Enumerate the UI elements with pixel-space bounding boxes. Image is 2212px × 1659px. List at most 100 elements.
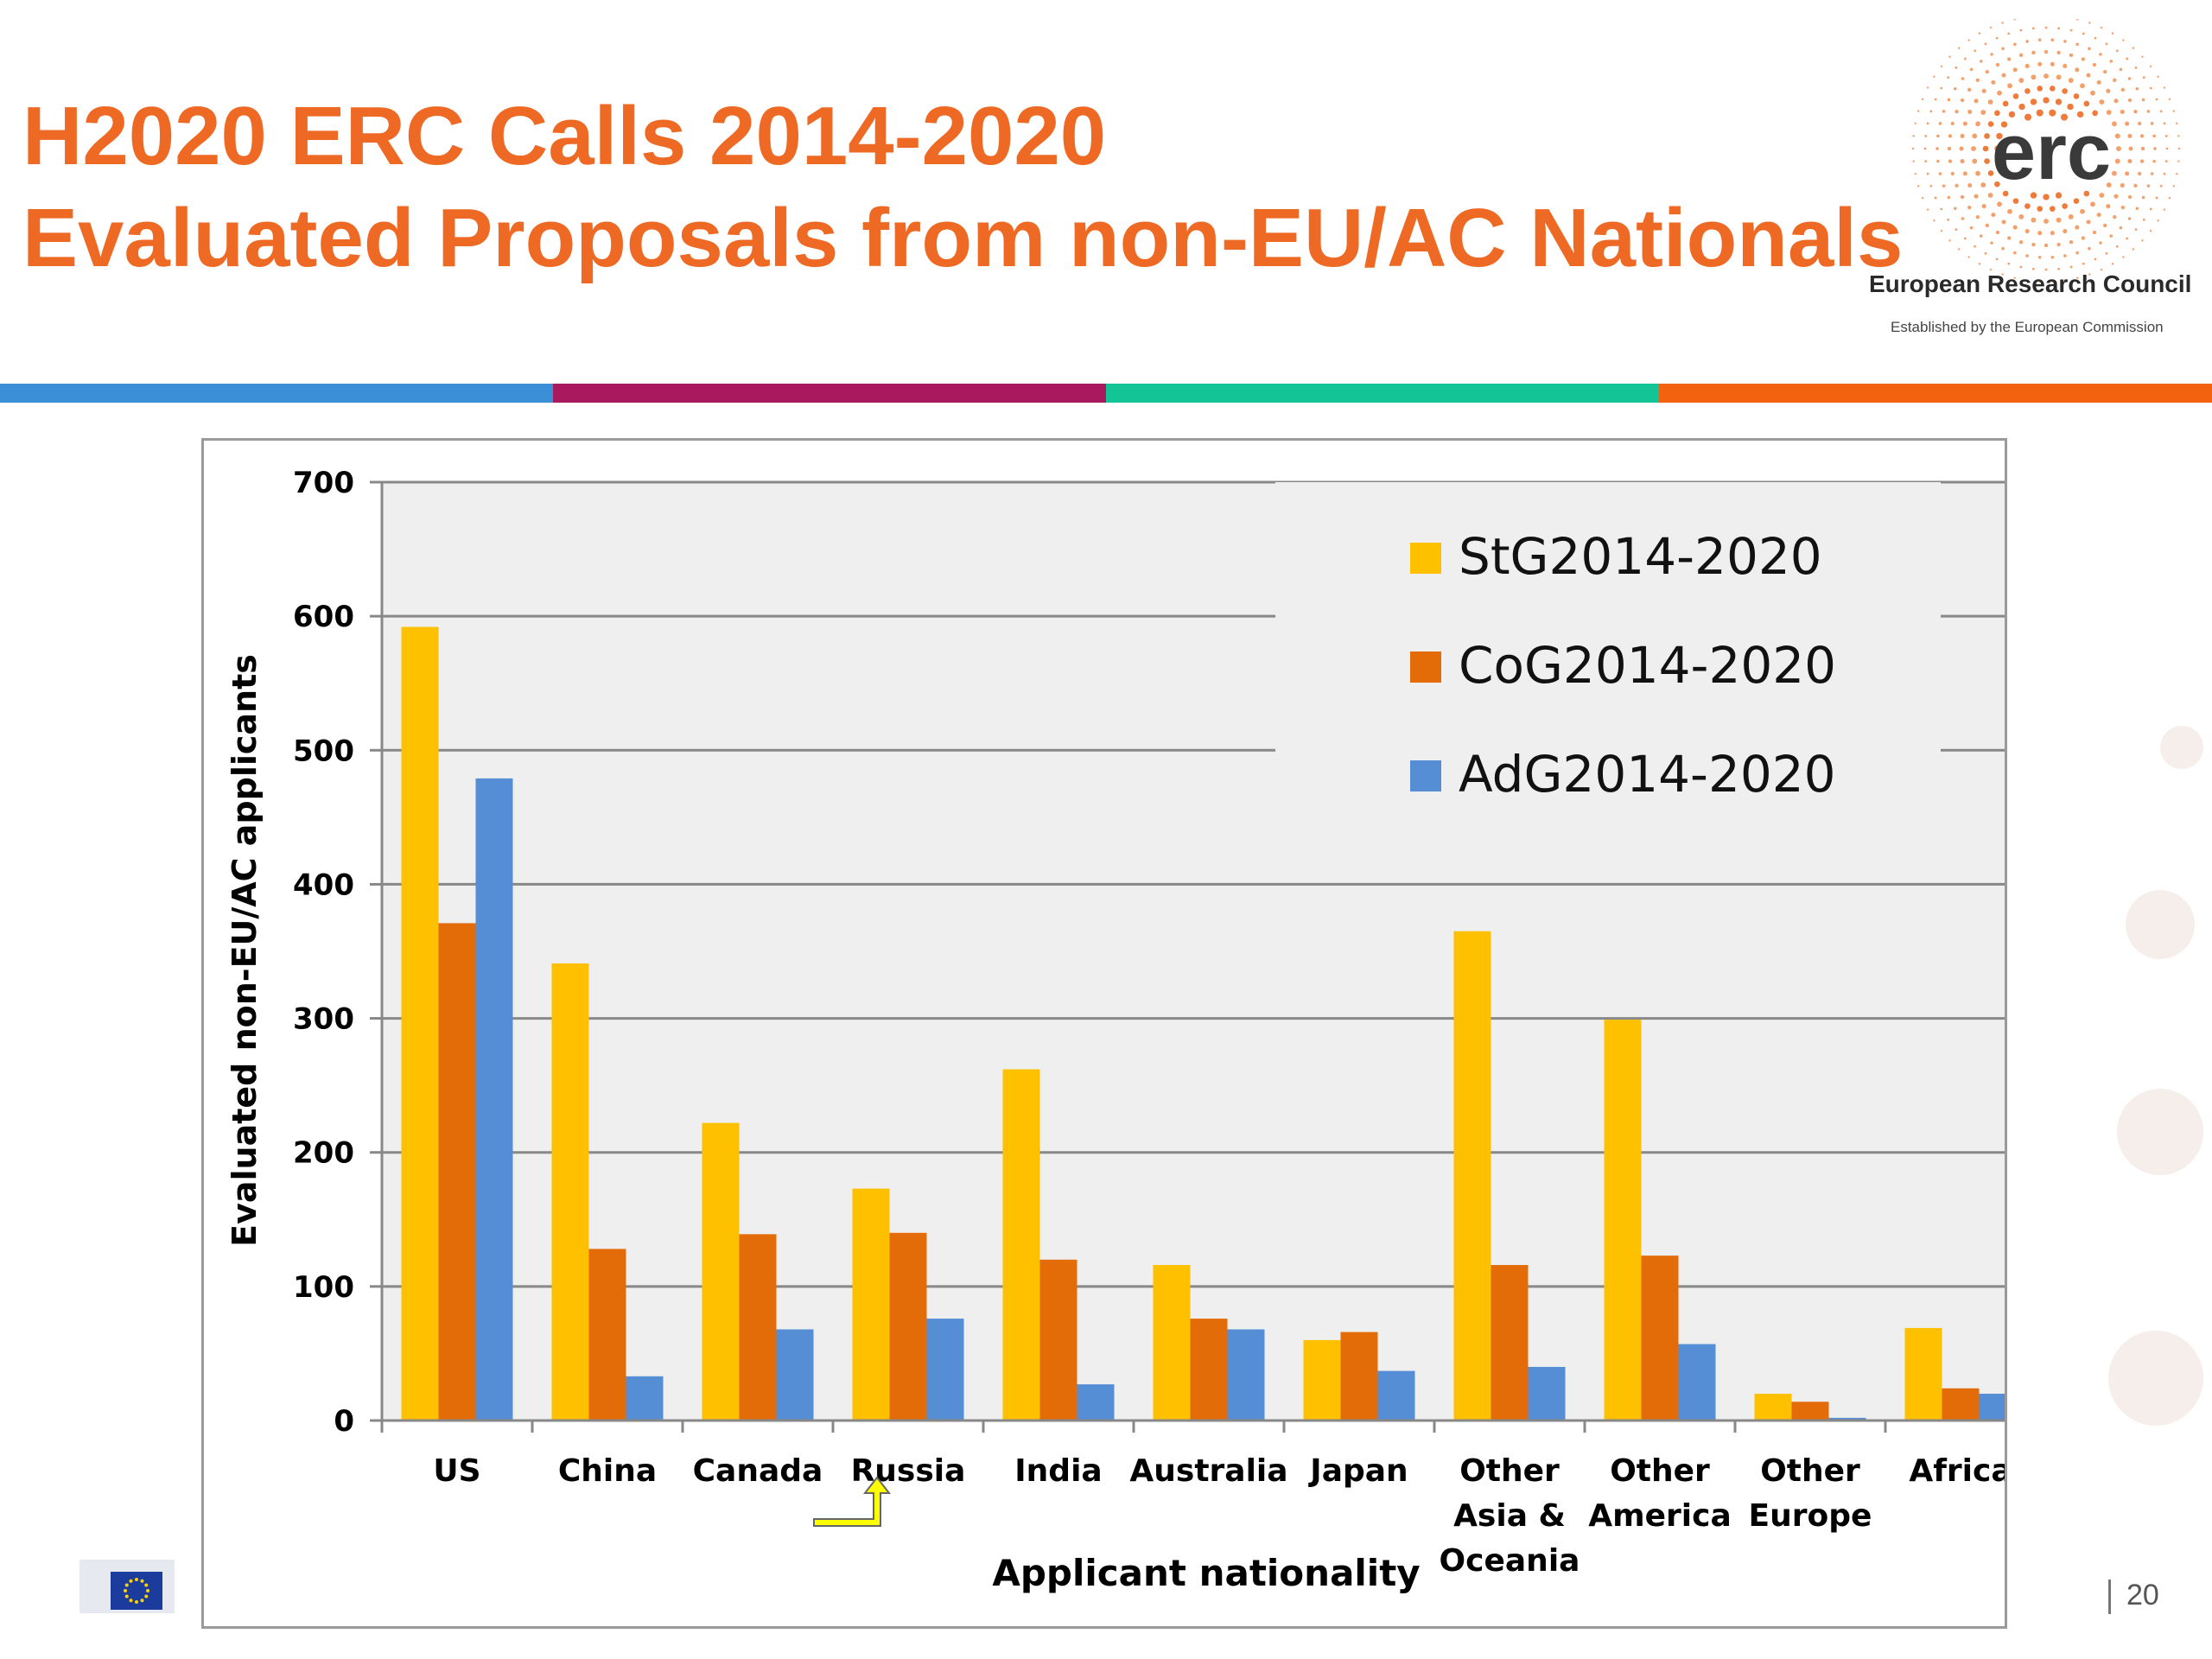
eu-star bbox=[135, 1600, 138, 1604]
logo-dot bbox=[2063, 229, 2068, 234]
logo-dot bbox=[2001, 22, 2004, 24]
x-tick-label: Japan bbox=[1307, 1453, 1408, 1489]
logo-dot bbox=[1975, 78, 1980, 82]
logo-dot bbox=[1984, 251, 1987, 255]
logo-dot bbox=[2080, 208, 2085, 214]
logo-dot bbox=[2122, 256, 2125, 258]
logo-dot bbox=[2030, 99, 2037, 105]
erc-logo: erc bbox=[1911, 19, 2181, 283]
legend-swatch bbox=[1410, 652, 1441, 683]
logo-dot bbox=[2024, 203, 2031, 209]
logo-dot bbox=[2150, 172, 2154, 175]
logo-dot bbox=[1980, 182, 1986, 188]
logo-dot bbox=[2112, 170, 2117, 176]
logo-dot bbox=[1929, 184, 1933, 188]
bar-chart: 0 100 200 300 400 500 600 700 US China Canada Russ… bbox=[226, 466, 2005, 1594]
logo-dot bbox=[2069, 240, 2074, 245]
logo-dot bbox=[2050, 231, 2055, 236]
logo-dot bbox=[2125, 171, 2130, 176]
logo-dot bbox=[1948, 159, 1953, 163]
bar-adg2014-2020 bbox=[1377, 1370, 1415, 1421]
logo-dot bbox=[2038, 280, 2041, 283]
logo-dot bbox=[1936, 147, 1939, 150]
logo-dot bbox=[2163, 208, 2166, 211]
logo-dot bbox=[1978, 263, 1981, 265]
logo-dot bbox=[2001, 47, 2005, 51]
logo-dot bbox=[2138, 121, 2142, 126]
logo-dot bbox=[2025, 279, 2029, 282]
logo-dot bbox=[1953, 207, 1957, 211]
logo-dot bbox=[1924, 134, 1928, 137]
logo-dot bbox=[2096, 213, 2101, 218]
logo-dot bbox=[2044, 268, 2048, 271]
logo-dot bbox=[2105, 42, 2108, 46]
logo-dot bbox=[1967, 182, 1973, 188]
logo-dot bbox=[2063, 279, 2067, 282]
decorative-circle bbox=[2108, 1331, 2203, 1426]
logo-dot bbox=[2096, 79, 2101, 85]
logo-dot bbox=[2069, 29, 2073, 32]
bar-cog2014-2020 bbox=[889, 1232, 927, 1421]
bar-adg2014-2020 bbox=[1979, 1393, 2005, 1421]
logo-dot bbox=[1969, 226, 1974, 230]
logo-dot bbox=[2115, 245, 2119, 248]
bar-adg2014-2020 bbox=[1227, 1329, 1265, 1421]
eu-star bbox=[129, 1579, 133, 1583]
logo-dot bbox=[2132, 47, 2135, 49]
logo-dot bbox=[2001, 73, 2006, 78]
logo-dot bbox=[2031, 242, 2036, 247]
logo-dot bbox=[2037, 38, 2042, 41]
logo-dot bbox=[2122, 39, 2125, 41]
logo-dot bbox=[1997, 90, 2002, 96]
logo-dot bbox=[1990, 241, 1993, 245]
logo-dot bbox=[2100, 26, 2103, 29]
logo-dot bbox=[2050, 61, 2055, 67]
decorative-circle bbox=[2160, 726, 2203, 769]
logo-dot bbox=[2119, 67, 2123, 72]
logo-dot bbox=[1953, 86, 1957, 91]
logo-dot bbox=[2172, 185, 2175, 188]
logo-dot bbox=[2050, 38, 2055, 41]
y-tick-label: 500 bbox=[293, 734, 354, 768]
bar-stg2014-2020 bbox=[852, 1188, 890, 1421]
logo-dot bbox=[2063, 63, 2068, 68]
logo-dot bbox=[2092, 62, 2097, 67]
logo-dot bbox=[1959, 146, 1964, 151]
logo-dot bbox=[1995, 230, 2000, 235]
logo-dot bbox=[2013, 19, 2016, 21]
logo-dot bbox=[2088, 22, 2091, 24]
logo-dot bbox=[2150, 122, 2154, 125]
bar-adg2014-2020 bbox=[1528, 1366, 1566, 1421]
x-tick-label: India bbox=[1014, 1453, 1102, 1489]
logo-dot bbox=[2007, 208, 2012, 214]
logo-dot bbox=[1960, 98, 1965, 103]
logo-dot bbox=[2094, 36, 2097, 40]
bar-adg2014-2020 bbox=[776, 1329, 814, 1421]
logo-dot bbox=[2164, 160, 2168, 163]
logo-dot bbox=[2176, 172, 2178, 175]
bar-stg2014-2020 bbox=[702, 1122, 740, 1421]
logo-dot bbox=[2149, 207, 2152, 211]
slide-title-line-1: H2020 ERC Calls 2014-2020 bbox=[22, 90, 1107, 182]
logo-dot bbox=[2163, 122, 2166, 125]
logo-dot bbox=[1979, 234, 1983, 238]
logo-dot bbox=[2018, 78, 2024, 83]
logo-dot bbox=[2076, 19, 2079, 21]
logo-dot bbox=[1974, 194, 1979, 199]
eu-star bbox=[146, 1589, 149, 1592]
logo-dot bbox=[2126, 237, 2129, 240]
logo-dot bbox=[2057, 27, 2061, 30]
logo-dot bbox=[2086, 219, 2091, 225]
bar-stg2014-2020 bbox=[551, 963, 589, 1421]
bar-adg2014-2020 bbox=[1828, 1417, 1866, 1421]
logo-dot bbox=[2133, 183, 2138, 188]
bar-cog2014-2020 bbox=[1039, 1259, 1077, 1421]
logo-dot bbox=[2127, 98, 2133, 103]
logo-dot bbox=[1984, 42, 1987, 46]
x-tick-label: Africa bbox=[1909, 1453, 2005, 1489]
logo-dot bbox=[2155, 98, 2158, 101]
logo-dot bbox=[2125, 121, 2130, 126]
logo-dot bbox=[1955, 109, 1959, 114]
logo-dot bbox=[2031, 217, 2037, 223]
x-tick-label: US bbox=[433, 1453, 480, 1489]
